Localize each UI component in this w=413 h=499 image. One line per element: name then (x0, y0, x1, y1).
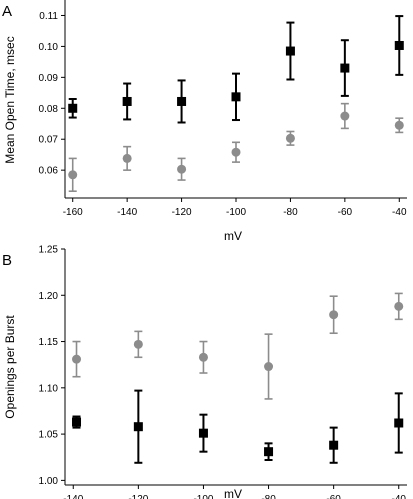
panel-b-y-axis-label: Openings per Burst (3, 315, 17, 419)
panel-b-x-axis-label: mV (224, 487, 242, 499)
panel-b-square-point (329, 440, 339, 450)
panel-b-x-tick-label: -120 (128, 494, 148, 499)
panel-a-circle-point (340, 111, 350, 121)
panel-a-y-tick-label: 0.08 (39, 104, 59, 115)
panel-b-circle-point (329, 310, 339, 320)
panel-b-x-tick-label: -140 (63, 494, 83, 499)
panel-a-x-axis-label: mV (224, 229, 242, 243)
panel-b-square-point (198, 428, 208, 438)
panel-a-square-point (177, 96, 187, 106)
panel-a-x-tick-label: -120 (172, 207, 192, 218)
panel-a-circle-point (122, 153, 132, 163)
panel-a-y-tick-label: 0.10 (39, 42, 59, 53)
panel-a-square-point (285, 46, 295, 56)
panel-a-square-point (394, 40, 404, 50)
panel-b-y-tick-label: 1.10 (39, 383, 59, 394)
panel-b-circle-point (133, 339, 143, 349)
panel-a-marks: 0.06 0.07 0.08 0.09 0.10 0.11 -160 -140 -120 -100… (39, 11, 407, 218)
panel-a-x-tick-label: -140 (117, 207, 137, 218)
panel-a-square-point (340, 63, 350, 73)
panel-b-x-tick-label: -80 (261, 494, 276, 499)
panel-a-letter: A (2, 3, 12, 20)
panel-b-circle-point (394, 301, 404, 311)
panel-a-x-tick-label: -80 (283, 207, 298, 218)
panel-a-circle-point (68, 170, 78, 180)
panel-a-y-tick-label: 0.06 (39, 166, 59, 177)
panel-b-circle-point (264, 362, 274, 372)
panel-b-circle-point (72, 354, 82, 364)
panel-a-y-tick-label: 0.11 (39, 11, 58, 22)
panel-a-y-tick-label: 0.07 (39, 135, 59, 146)
panel-a-x-tick-label: -60 (338, 207, 353, 218)
panel-b-x-tick-label: -100 (193, 494, 213, 499)
panel-a: A Mean Open Time, msec mV 0.060.070.080.… (2, 0, 407, 243)
panel-b-square-point (394, 418, 404, 428)
panel-b-square-point (264, 447, 274, 457)
panel-a-x-tick-label: -100 (226, 207, 246, 218)
panel-a-square-point (68, 103, 78, 113)
panel-b-y-tick-label: 1.05 (39, 430, 59, 441)
panel-b-square-point (72, 417, 82, 427)
panel-a-x-tick-label: -40 (392, 207, 407, 218)
panel-a-square-point (122, 96, 132, 106)
panel-b-y-tick-label: 1.25 (39, 245, 59, 256)
panel-a-circle-point (394, 120, 404, 130)
panel-b-y-tick-label: 1.00 (39, 476, 59, 487)
panel-a-x-tick-label: -160 (63, 207, 83, 218)
panel-b-circle-point (198, 352, 208, 362)
panel-b: B Openings per Burst mV 1.00 1.05 1.10 1.15… (2, 245, 407, 499)
panel-b-y-tick-label: 1.20 (39, 291, 59, 302)
panel-b-square-point (133, 422, 143, 432)
panel-b-marks: 1.00 1.05 1.10 1.15 1.20 1.25 -140 -120 -100 -80 -… (39, 245, 407, 499)
panel-b-x-tick-label: -60 (326, 494, 341, 499)
panel-a-y-tick-label: 0.09 (39, 73, 59, 84)
panel-a-circle-point (177, 164, 187, 174)
panel-b-y-tick-label: 1.15 (39, 337, 59, 348)
panel-a-y-axis-label: Mean Open Time, msec (3, 36, 17, 163)
panel-a-circle-point (231, 147, 241, 157)
panel-b-x-tick-label: -40 (392, 494, 407, 499)
panel-b-letter: B (2, 252, 12, 269)
panel-a-circle-point (285, 133, 295, 143)
panel-a-square-point (231, 92, 241, 102)
